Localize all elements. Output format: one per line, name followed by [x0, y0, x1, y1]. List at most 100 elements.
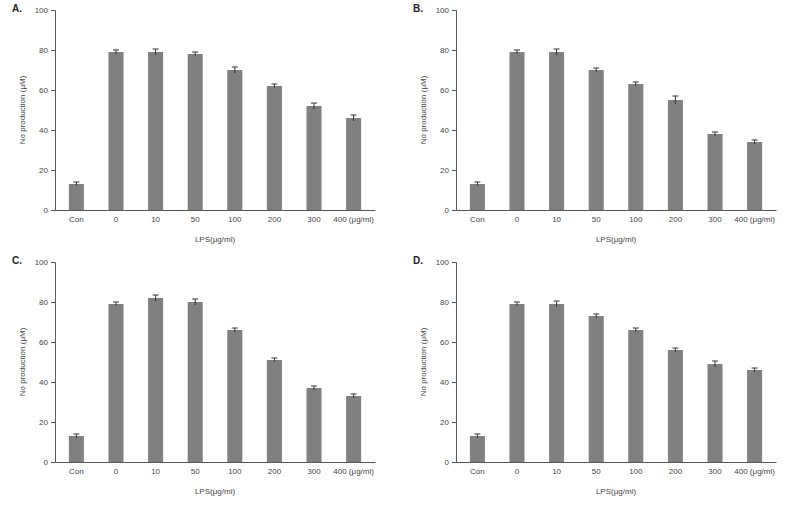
y-tick-mark [452, 170, 456, 171]
error-cap [514, 302, 520, 303]
error-line [477, 182, 478, 186]
y-tick-mark [51, 342, 55, 343]
error-bar [712, 361, 718, 367]
bar [148, 52, 163, 210]
error-line [353, 115, 354, 121]
bar [707, 134, 722, 210]
plot-area [470, 301, 762, 462]
y-tick-label: 40 [39, 126, 48, 135]
y-tick-label: 100 [35, 258, 49, 267]
y-tick-mark [51, 170, 55, 171]
y-tick-label: 0 [445, 206, 450, 215]
y-tick-label: 80 [440, 298, 449, 307]
error-cap [554, 301, 560, 302]
x-axis-line [56, 462, 376, 463]
error-bar [712, 132, 718, 136]
bar [589, 316, 604, 462]
y-tick-label: 40 [440, 378, 449, 387]
y-tick: 80 [440, 298, 456, 307]
y-tick-label: 100 [35, 6, 49, 15]
error-bar [633, 328, 639, 332]
x-tick-label: 100 [629, 467, 643, 476]
y-tick-mark [452, 422, 456, 423]
bar [346, 396, 361, 462]
x-axis: Con01050100200300400 (μg/ml) [457, 210, 777, 224]
y-tick: 0 [44, 206, 55, 215]
error-bar [752, 140, 758, 144]
error-line [234, 67, 235, 73]
x-tick: Con [470, 210, 485, 224]
x-tick-label: 10 [151, 215, 160, 224]
error-bar [633, 82, 639, 86]
x-tick-label: 0 [114, 215, 119, 224]
error-bar [271, 358, 277, 362]
y-tick-mark [51, 130, 55, 131]
x-tick-label: 0 [515, 215, 520, 224]
x-tick-label: Con [69, 215, 84, 224]
error-bar [672, 96, 678, 104]
y-tick-label: 20 [39, 418, 48, 427]
y-tick-mark [51, 462, 55, 463]
x-tick-label: 400 (μg/ml) [333, 215, 374, 224]
error-line [596, 68, 597, 72]
bar [628, 330, 643, 462]
x-tick: 50 [191, 462, 200, 476]
error-line [155, 295, 156, 301]
y-tick-mark [51, 90, 55, 91]
x-tick: 300 [307, 462, 321, 476]
bar [69, 436, 84, 462]
error-bar [73, 434, 79, 438]
x-tick: 0 [114, 462, 119, 476]
x-tick-label: 200 [268, 467, 282, 476]
error-line [115, 302, 116, 306]
x-tick: 50 [592, 210, 601, 224]
x-tick: 10 [552, 210, 561, 224]
x-tick: 400 (μg/ml) [333, 210, 374, 224]
x-tick: 10 [552, 462, 561, 476]
x-tick-label: 100 [228, 467, 242, 476]
y-tick-label: 20 [39, 166, 48, 175]
error-cap [474, 182, 480, 183]
y-tick-mark [452, 50, 456, 51]
error-line [314, 103, 315, 109]
error-cap [153, 49, 159, 50]
x-tick: 300 [307, 210, 321, 224]
panel-title: A. [12, 3, 22, 14]
error-cap [232, 328, 238, 329]
bar [227, 330, 242, 462]
y-axis: 020406080100 [436, 258, 457, 467]
bar [267, 360, 282, 462]
y-tick: 60 [440, 338, 456, 347]
y-axis-title: No production (μM) [18, 75, 27, 144]
y-axis-title: No production (μM) [419, 75, 428, 144]
x-tick-label: 200 [669, 467, 683, 476]
x-tick-label: 300 [307, 215, 321, 224]
y-tick: 0 [445, 206, 456, 215]
y-tick-mark [452, 382, 456, 383]
bar [668, 350, 683, 462]
panel: 020406080100Con01050100200300400 (μg/ml)… [12, 3, 376, 244]
error-cap [672, 96, 678, 97]
y-tick-mark [452, 10, 456, 11]
error-bar [554, 49, 560, 55]
plot-area [69, 49, 361, 210]
y-tick: 100 [436, 258, 456, 267]
y-axis-title: No production (μM) [18, 327, 27, 396]
bar [69, 184, 84, 210]
x-tick: 0 [114, 210, 119, 224]
x-tick-label: 400 (μg/ml) [734, 467, 775, 476]
x-tick-label: 10 [151, 467, 160, 476]
x-axis-title: LPS(μg/ml) [195, 235, 236, 244]
x-tick: 300 [708, 210, 722, 224]
error-line [155, 49, 156, 55]
x-axis-title: LPS(μg/ml) [195, 487, 236, 496]
y-tick: 60 [440, 86, 456, 95]
x-axis-title: LPS(μg/ml) [596, 487, 637, 496]
error-line [635, 82, 636, 86]
error-bar [232, 67, 238, 73]
x-tick-label: 0 [114, 467, 119, 476]
error-line [274, 84, 275, 88]
y-tick-label: 60 [440, 86, 449, 95]
x-axis-line [457, 462, 777, 463]
y-tick: 60 [39, 86, 55, 95]
